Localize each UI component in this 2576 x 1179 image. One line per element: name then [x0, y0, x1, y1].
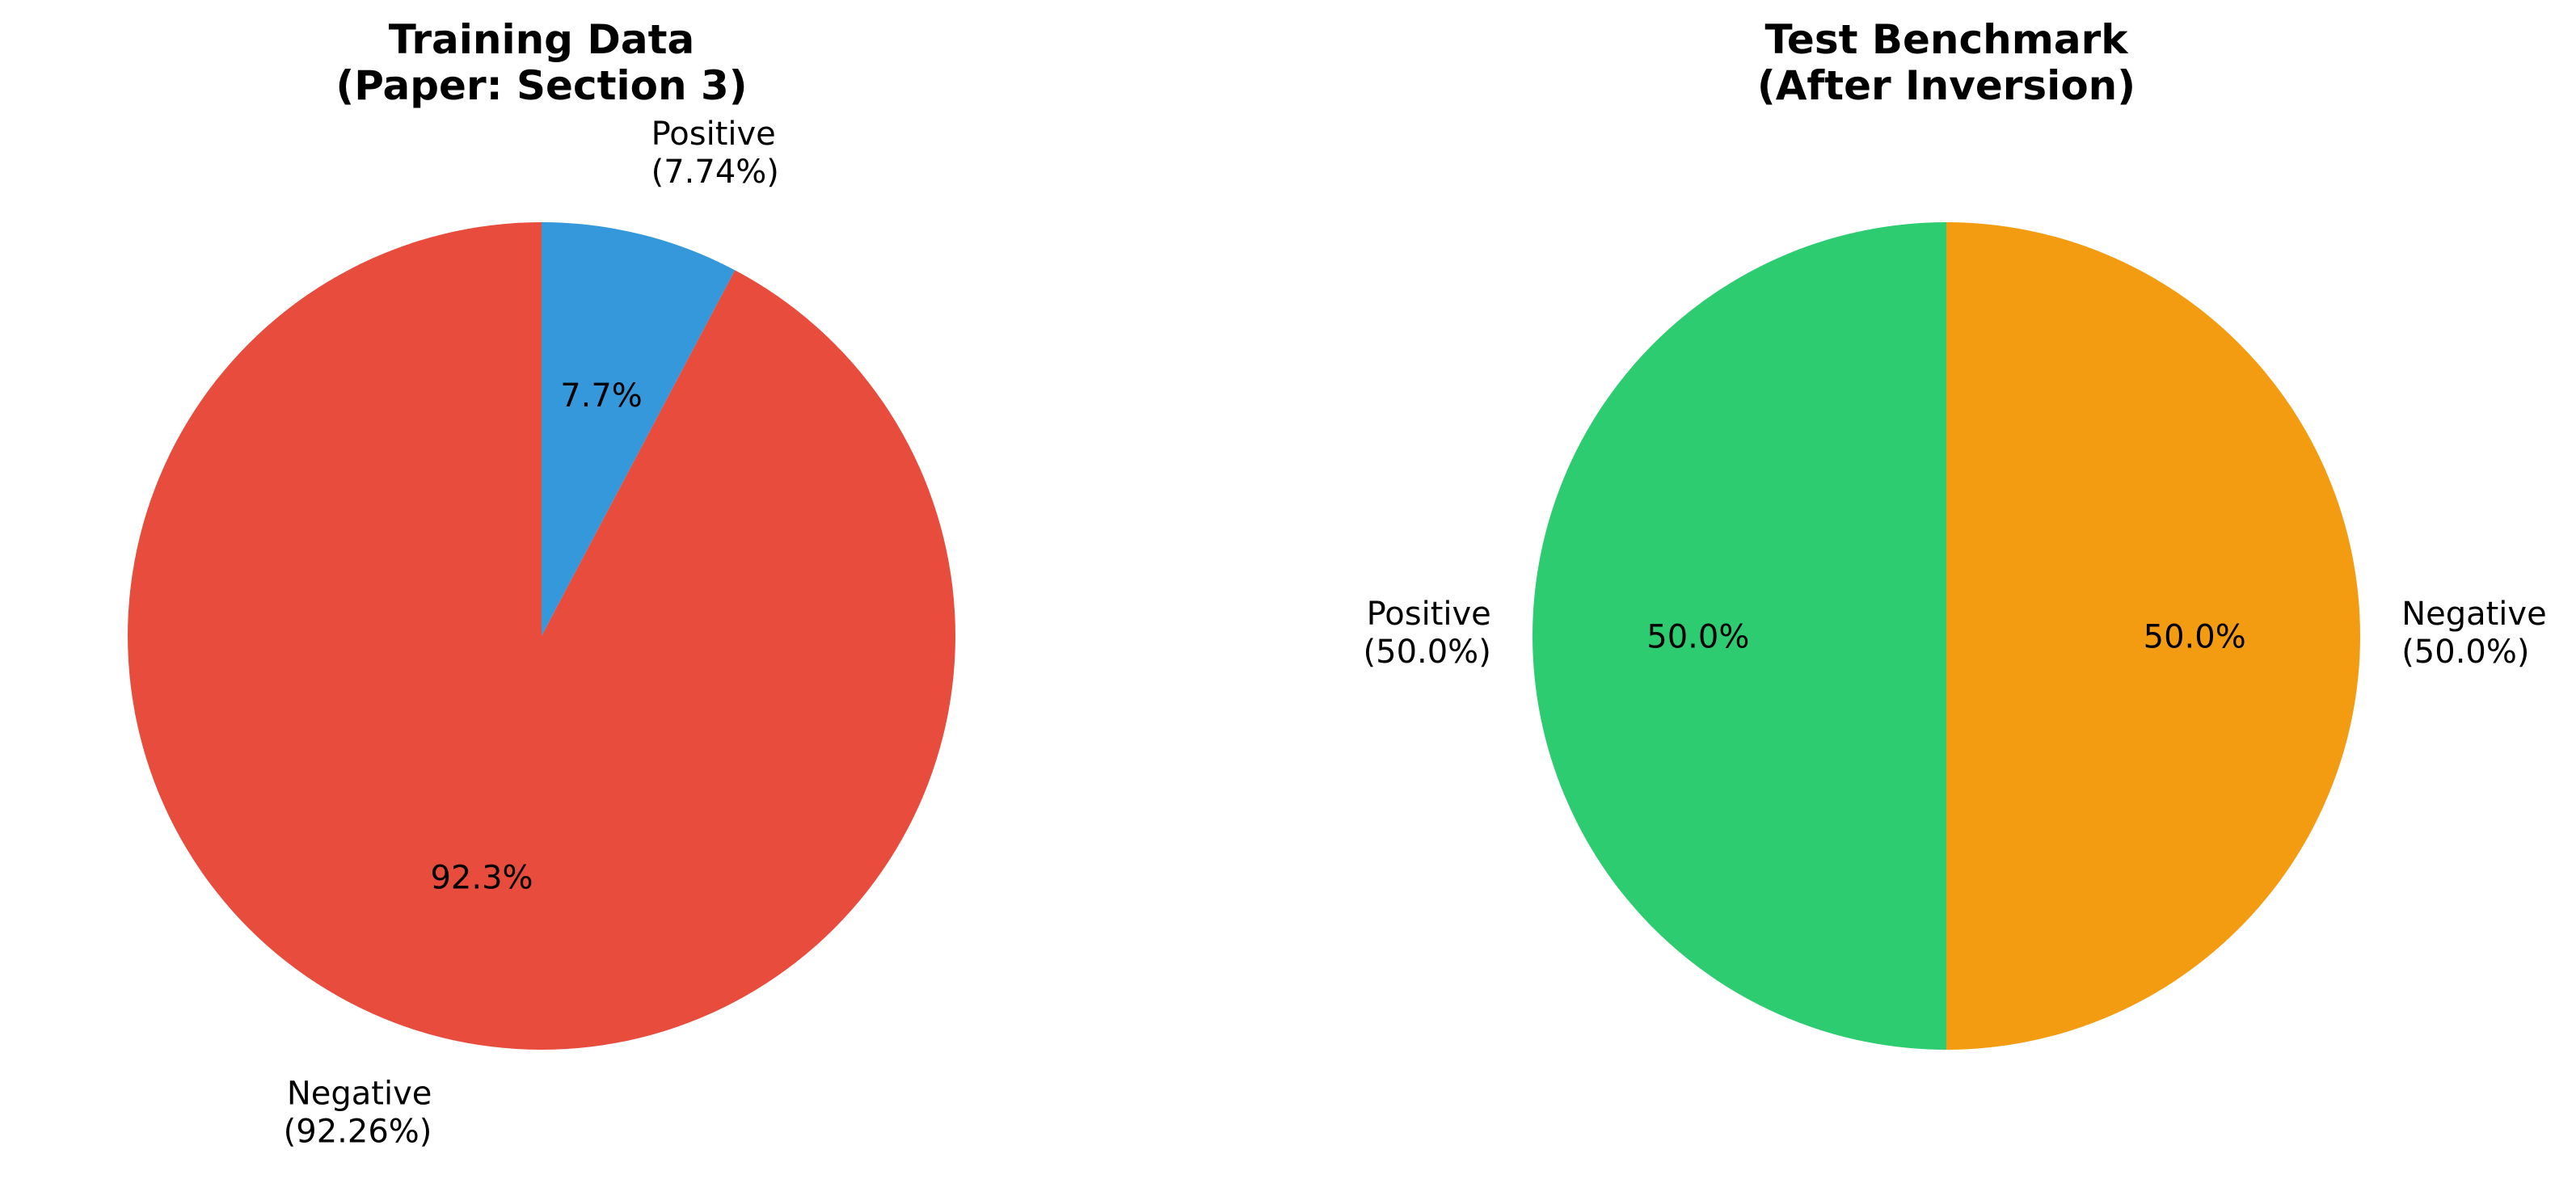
slice-label-positive-line-2: (50.0%) [1364, 634, 1491, 671]
pie-slice-negative [128, 222, 956, 1050]
slice-label-negative-line-1: Negative [287, 1075, 432, 1112]
slice-label-negative-line-1: Negative [2401, 596, 2547, 633]
slice-label-negative-line-2: (50.0%) [2401, 634, 2529, 671]
slice-label-positive-line-1: Positive [651, 116, 776, 153]
slice-percent-label-positive: 7.7% [560, 377, 643, 415]
slice-label-positive-line-2: (7.74%) [651, 154, 779, 191]
training-data-pie-chart: Training Data (Paper: Section 3) Positiv… [128, 16, 956, 1150]
chart-title-line-1: Test Benchmark [1764, 16, 2129, 63]
slice-percent-label-negative: 92.3% [430, 860, 533, 897]
pie-slices [128, 222, 956, 1050]
slice-label-positive-line-1: Positive [1367, 596, 1491, 633]
chart-title-line-2: (Paper: Section 3) [335, 62, 747, 109]
test-benchmark-pie-chart: Test Benchmark (After Inversion) Positiv… [1364, 16, 2547, 1050]
pie-slice-positive [542, 222, 736, 636]
slice-percent-label-positive: 50.0% [1646, 618, 1749, 655]
chart-title-line-2: (After Inversion) [1757, 62, 2135, 109]
pie-slice-negative [1946, 222, 2360, 1050]
pie-slice-positive [1533, 222, 1946, 1050]
slice-label-negative-line-2: (92.26%) [284, 1113, 432, 1150]
pie-slices [1533, 222, 2360, 1050]
pie-labels: Positive(50.0%) 50.0%Negative(50.0%)50.0% [1364, 596, 2547, 671]
slice-percent-label-negative: 50.0% [2144, 618, 2246, 655]
pie-labels: Positive(7.74%) 7.7% Negative(92.26%) 92.3% [284, 116, 779, 1150]
chart-title-line-1: Training Data [389, 16, 695, 63]
